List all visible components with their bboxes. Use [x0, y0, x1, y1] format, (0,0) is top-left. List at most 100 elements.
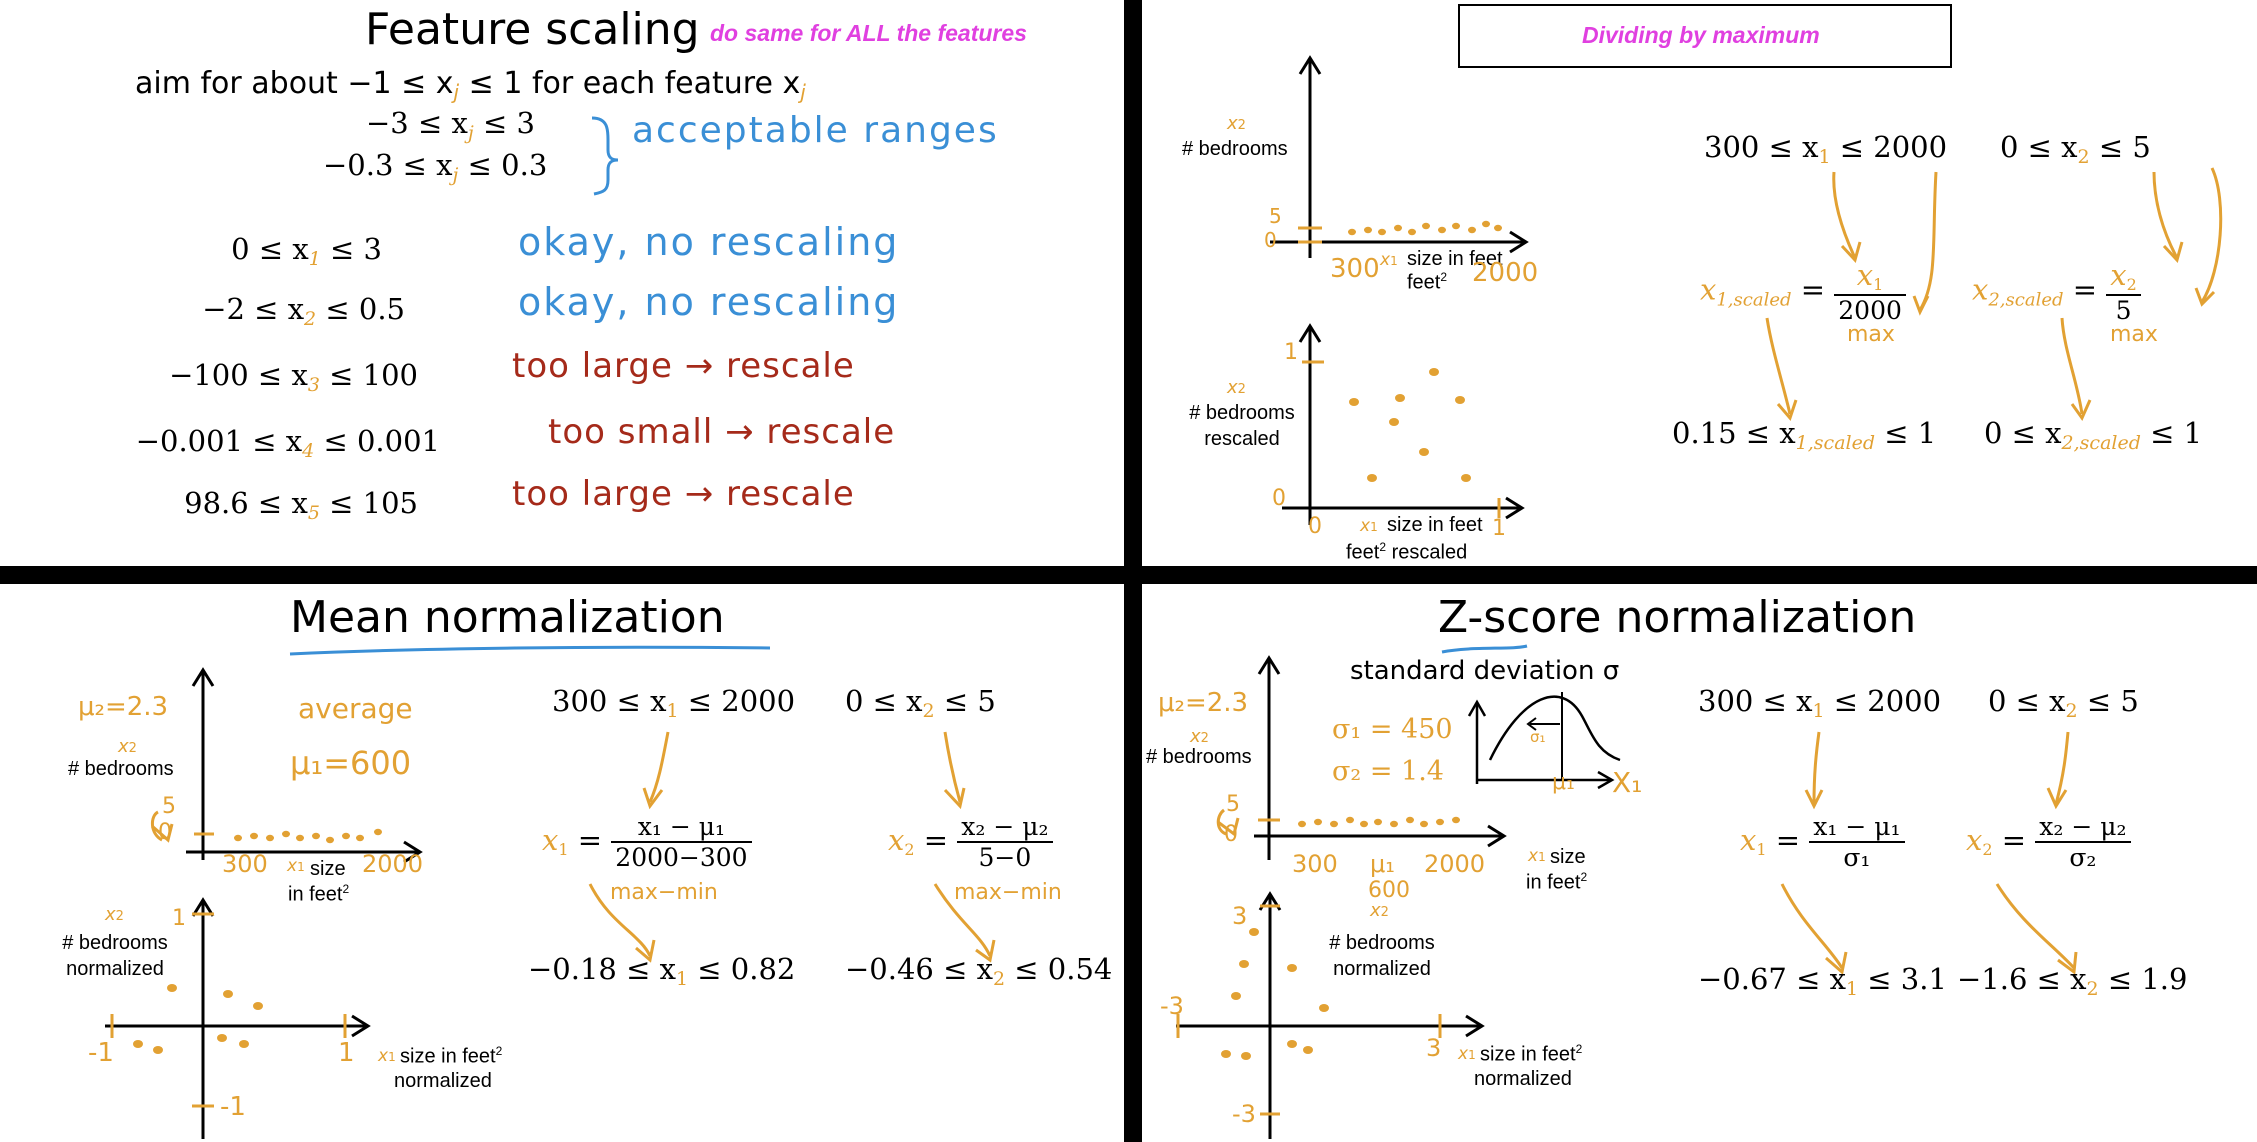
- panel-dividing-by-maximum: Dividing by maximum x2 # bedrooms 5 0 30…: [1142, 0, 2257, 566]
- tick-1-x: 1: [338, 1038, 355, 1068]
- scatter-point: [1389, 418, 1399, 426]
- tick-300: 300: [1292, 850, 1338, 878]
- tick-5: 5: [1226, 792, 1240, 817]
- x1-mark-b: x1: [1360, 516, 1378, 536]
- scatter-point: [1395, 394, 1405, 402]
- x1-mark: x1: [287, 856, 305, 876]
- tick-neg1-y: -1: [220, 1092, 246, 1122]
- scatter-point: [266, 834, 274, 842]
- feet-rescaled-label: feet2 rescaled: [1346, 540, 1468, 564]
- plots-dividing: [1270, 55, 2223, 525]
- scatter-point: [374, 828, 382, 836]
- normalized-label: normalized: [394, 1070, 492, 1092]
- max-label-2: max: [2110, 322, 2158, 347]
- tick-5: 5: [1269, 204, 1282, 228]
- scatter-point: [250, 832, 258, 840]
- in-feet-label: in feet2: [288, 882, 350, 906]
- x1-mark: x1: [1528, 846, 1546, 866]
- scatter-point: [1360, 820, 1368, 828]
- feature-range-4: −0.001 ≤ x4 ≤ 0.001: [135, 424, 440, 462]
- feature-note-2: okay, no rescaling: [518, 280, 900, 324]
- scatter-point: [1249, 928, 1259, 936]
- range-x1: 300 ≤ x1 ≤ 2000: [552, 684, 796, 722]
- tick-mu1: μ₁: [1370, 850, 1395, 878]
- tick-600: 600: [1368, 878, 1410, 903]
- maxmin-label-2: max−min: [954, 880, 1062, 905]
- feature-note-5: too large → rescale: [512, 474, 855, 514]
- feature-note-3: too large → rescale: [512, 346, 855, 386]
- scatter-point: [1420, 820, 1428, 828]
- scatter-point: [1303, 1046, 1313, 1054]
- feature-range-1: 0 ≤ x1 ≤ 3: [231, 232, 382, 270]
- acceptable-ranges: acceptable ranges: [632, 110, 999, 151]
- scatter-point: [1390, 820, 1398, 828]
- mu2-label: μ₂=2.3: [78, 692, 169, 722]
- scatter-point: [326, 836, 334, 844]
- x2-mean-formula: x2 = x₂ − μ₂ 5−0: [888, 812, 1053, 872]
- range-b: −0.3 ≤ xj ≤ 0.3: [323, 148, 548, 186]
- scatter-point: [1394, 224, 1402, 232]
- scatter-point: [1436, 818, 1444, 826]
- scatter-point: [133, 1040, 143, 1048]
- normalized-label: normalized: [1474, 1068, 1572, 1090]
- scatter-point: [1378, 228, 1386, 236]
- tick-1-x: 1: [1492, 516, 1506, 541]
- scatter-point: [217, 1034, 227, 1042]
- scatter-point: [1429, 368, 1439, 376]
- tick-0-y: 0: [1272, 486, 1286, 511]
- scatter-point: [312, 832, 320, 840]
- size-feet-norm-label: size in feet2: [400, 1044, 503, 1068]
- result-x1: −0.67 ≤ x1 ≤ 3.1: [1698, 962, 1947, 1000]
- tick-0: 0: [158, 820, 172, 845]
- scatter-point: [1330, 820, 1338, 828]
- tick-300: 300: [1330, 254, 1380, 284]
- tick-0: 0: [1264, 228, 1277, 252]
- scatter-point: [1346, 816, 1354, 824]
- scatter-point: [239, 1040, 249, 1048]
- scatter-point: [1452, 816, 1460, 824]
- scatter-point: [1348, 228, 1356, 236]
- tick-neg3-y: -3: [1232, 1100, 1256, 1128]
- scatter-point: [153, 1046, 163, 1054]
- title-box: [1458, 4, 1952, 68]
- tick-neg1-x: -1: [88, 1038, 114, 1068]
- maxmin-label-1: max−min: [610, 880, 718, 905]
- scatter-point: [1455, 396, 1465, 404]
- x1-scaled-formula: x1,scaled = x1 2000: [1700, 258, 1906, 325]
- x1-z-formula: x1 = x₁ − μ₁ σ₁: [1740, 812, 1905, 872]
- scatter-point: [253, 1002, 263, 1010]
- scatter-point: [1374, 818, 1382, 826]
- page-title: Feature scaling: [365, 4, 700, 55]
- panel-title: Dividing by maximum: [1582, 22, 1820, 48]
- range-x1: 300 ≤ x1 ≤ 2000: [1704, 130, 1948, 168]
- x1-mean-formula: x1 = x₁ − μ₁ 2000−300: [542, 812, 752, 872]
- average-label: average: [298, 692, 413, 725]
- result-x1: 0.15 ≤ x1,scaled ≤ 1: [1672, 416, 1937, 454]
- tick-2000: 2000: [1472, 258, 1539, 288]
- panel-zscore-normalization: Z-score normalization standard deviation…: [1142, 584, 2257, 1142]
- panel-mean-normalization: Mean normalization μ₂=2.3 average μ₁=600: [0, 584, 1124, 1142]
- x2-mark: x2: [118, 736, 137, 757]
- result-x1: −0.18 ≤ x1 ≤ 0.82: [528, 952, 796, 990]
- scatter-point: [1367, 474, 1377, 482]
- tick-neg3-x: -3: [1160, 992, 1184, 1020]
- curve-x1: X₁: [1612, 766, 1643, 799]
- feature-range-5: 98.6 ≤ x5 ≤ 105: [184, 486, 418, 524]
- sigma1-value: σ₁ = 450: [1332, 714, 1453, 745]
- tick-1-y: 1: [1284, 340, 1298, 365]
- feature-note-4: too small → rescale: [548, 412, 896, 452]
- scatter-point: [1349, 398, 1359, 406]
- scatter-point: [1287, 964, 1297, 972]
- x1-mark-b: x1: [378, 1046, 396, 1066]
- feature-note-1: okay, no rescaling: [518, 220, 900, 264]
- tick-5: 5: [162, 794, 176, 819]
- bedrooms-normalized-label: # bedrooms normalized: [62, 932, 168, 980]
- feet-sq-label: feet2: [1407, 270, 1448, 294]
- x1-mark: x1: [1380, 250, 1398, 270]
- scatter-point: [296, 834, 304, 842]
- scatter-point: [1241, 1052, 1251, 1060]
- bedrooms-rescaled-label: # bedrooms rescaled: [1189, 402, 1295, 450]
- scatter-point: [1364, 226, 1372, 234]
- tick-0-x: 0: [1308, 514, 1322, 539]
- result-x2: 0 ≤ x2,scaled ≤ 1: [1984, 416, 2203, 454]
